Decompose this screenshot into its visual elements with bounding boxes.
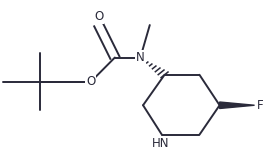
Text: O: O — [94, 10, 103, 23]
Text: F: F — [257, 99, 264, 112]
Text: O: O — [86, 75, 95, 88]
Text: HN: HN — [152, 137, 169, 150]
Text: N: N — [136, 51, 145, 64]
Polygon shape — [220, 102, 255, 109]
